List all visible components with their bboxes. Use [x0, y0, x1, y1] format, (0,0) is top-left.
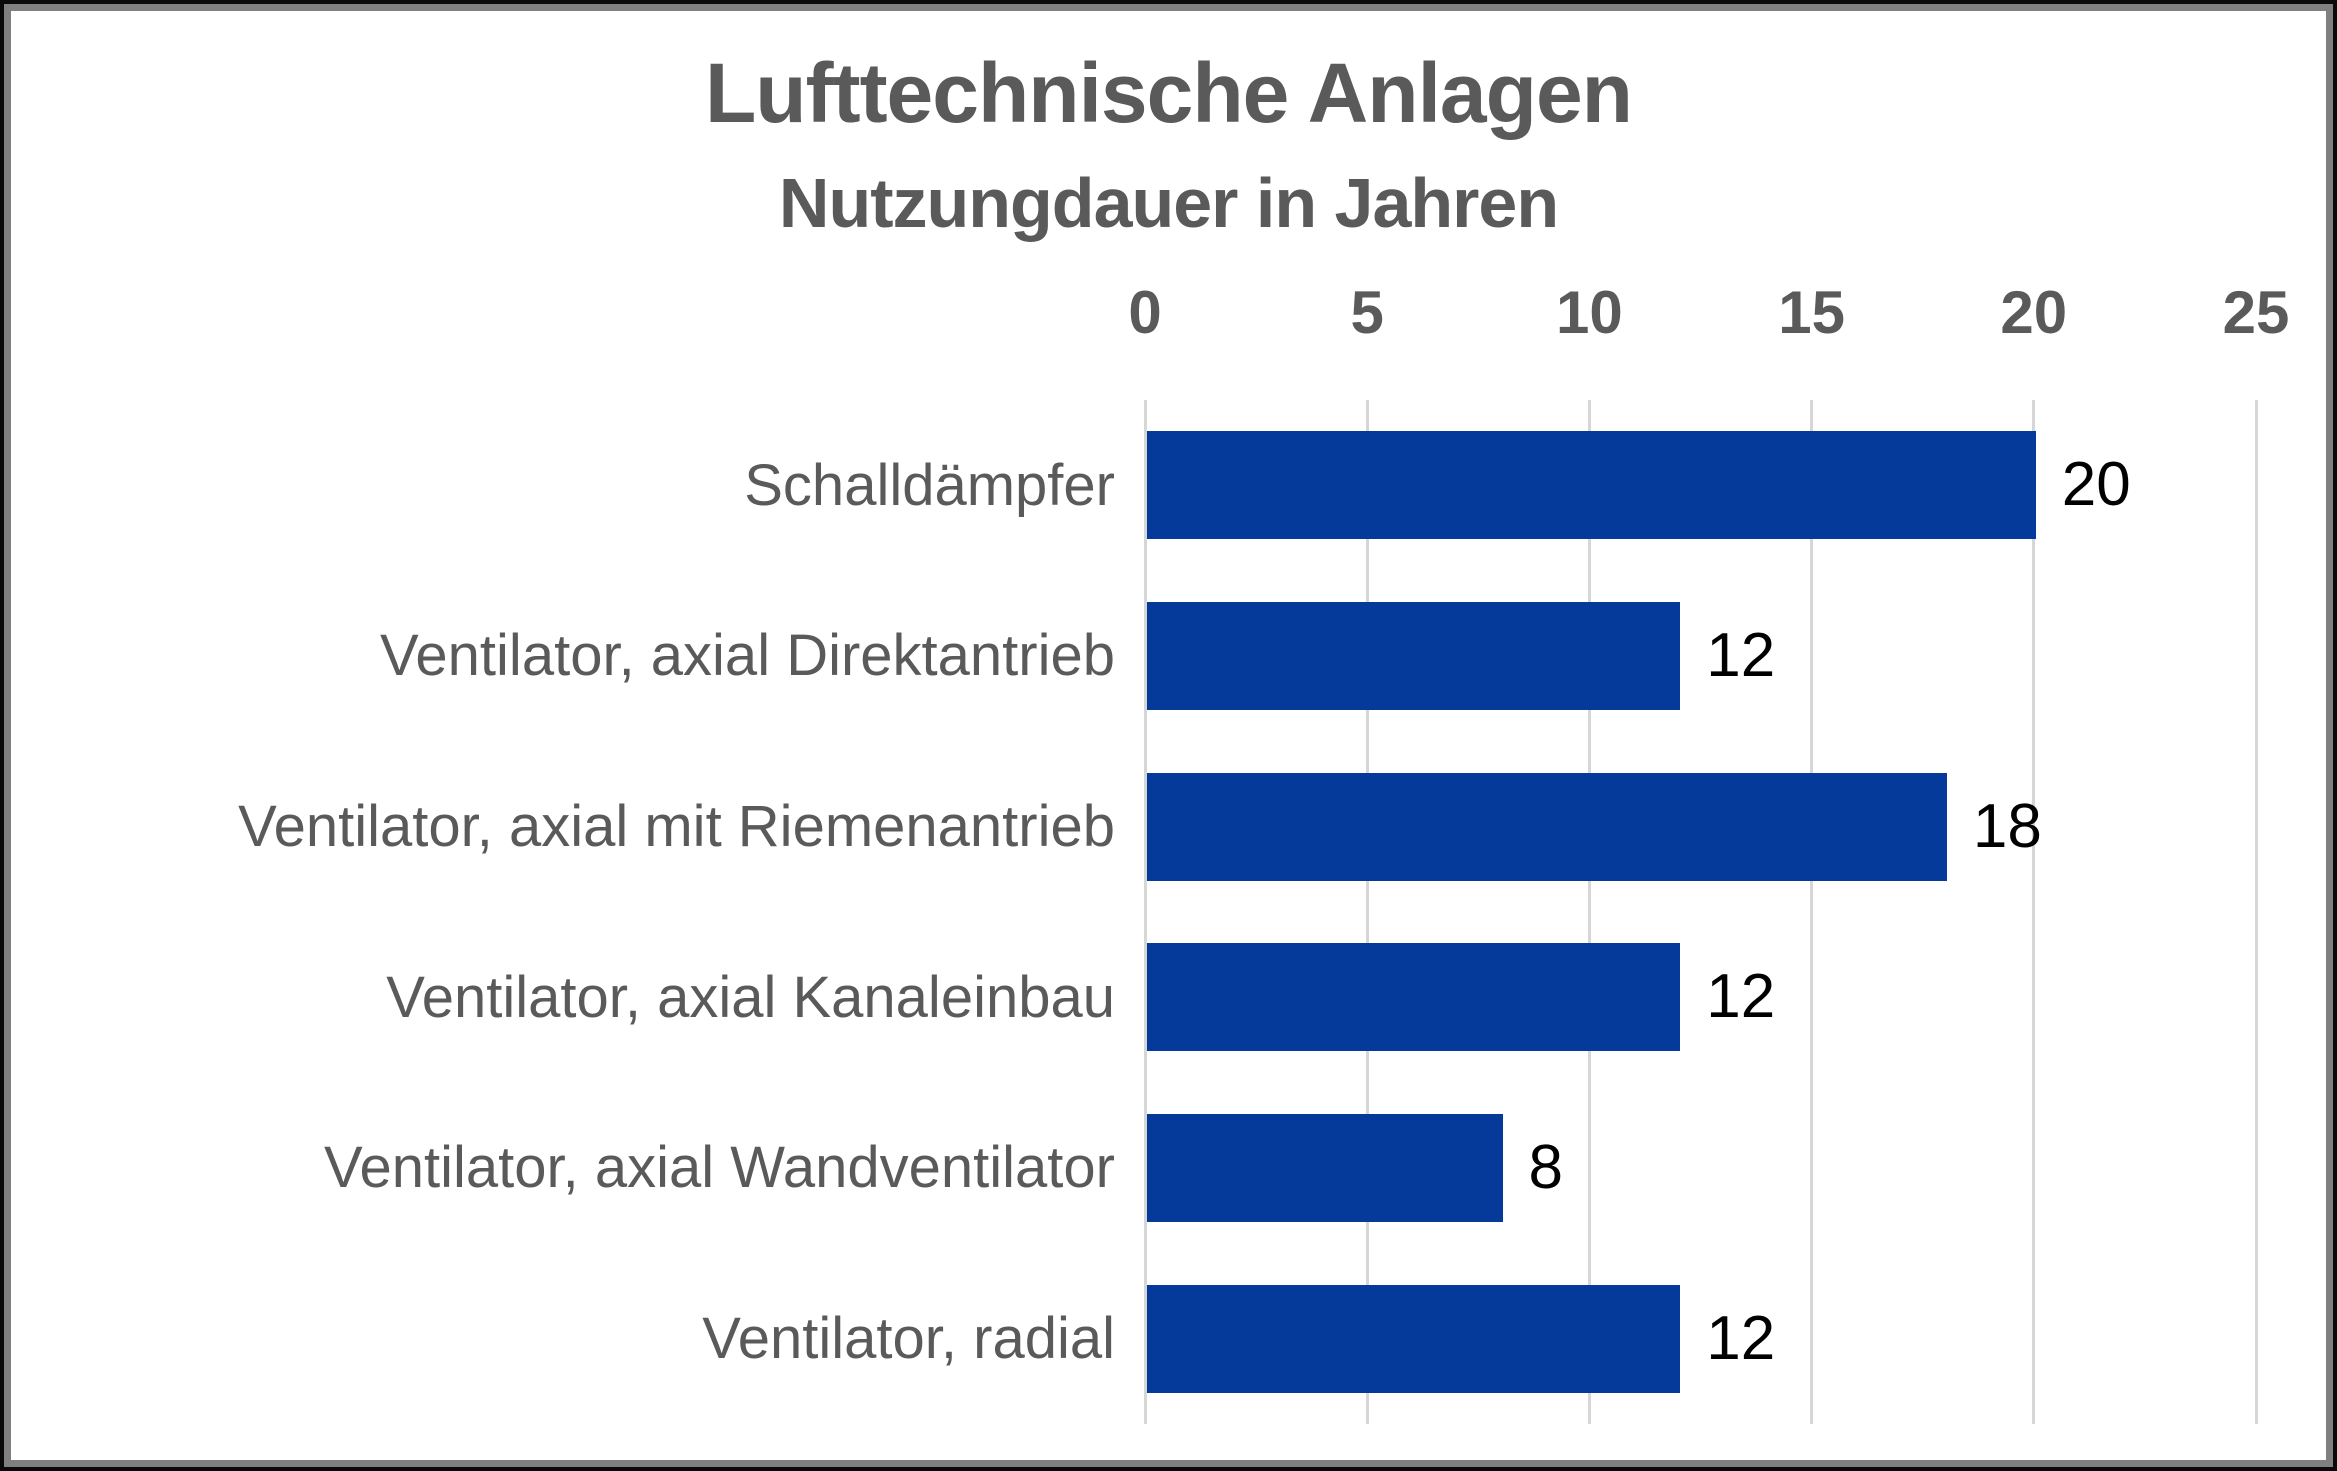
x-tick-label-10: 10 — [1556, 279, 1623, 346]
value-label-3: 12 — [1706, 962, 1776, 1032]
chart-subtitle: Nutzungdauer in Jahren — [778, 164, 1559, 242]
value-label-2: 18 — [1972, 791, 2042, 861]
gridline-x-5 — [1365, 400, 1369, 1424]
plot-area: 20 12 18 12 8 12 — [1143, 400, 2258, 1424]
gridline-x-10 — [1587, 400, 1591, 1424]
category-label-4: Ventilator, axial Wandventilator — [324, 1135, 1115, 1201]
x-tick-label-20: 20 — [2000, 279, 2068, 346]
x-tick-label-0: 0 — [1128, 279, 1162, 346]
x-tick-label-25: 25 — [2222, 279, 2290, 346]
bar-4 — [1147, 1114, 1503, 1222]
bar-2 — [1147, 772, 1947, 881]
category-label-2: Ventilator, axial mit Riemenantrieb — [238, 794, 1115, 860]
bar-1 — [1147, 602, 1681, 710]
gridline-x-25 — [2254, 400, 2258, 1424]
bar-3 — [1147, 943, 1681, 1052]
gridline-x-15 — [1810, 400, 1814, 1424]
x-axis-tick-row: 0 5 10 15 20 25 — [1128, 273, 2289, 353]
category-label-0: Schalldämpfer — [744, 452, 1115, 518]
chart-title: Lufttechnische Anlagen — [705, 46, 1633, 140]
category-label-3: Ventilator, axial Kanaleinbau — [386, 964, 1115, 1030]
x-tick-label-15: 15 — [1778, 279, 1845, 346]
category-axis-labels: Schalldämpfer Ventilator, axial Direktant… — [27, 400, 1115, 1424]
bar-0 — [1147, 431, 2036, 540]
gridline-x-20 — [2032, 400, 2036, 1424]
chart-background: Lufttechnische Anlagen Nutzungdauer in J… — [4, 4, 2333, 1467]
value-label-5: 12 — [1706, 1303, 1776, 1373]
bar-5 — [1147, 1284, 1681, 1393]
value-label-4: 8 — [1528, 1133, 1563, 1202]
value-label-0: 20 — [2061, 450, 2131, 520]
category-label-5: Ventilator, radial — [702, 1306, 1115, 1372]
gridline-x-0 — [1143, 400, 1147, 1424]
value-label-1: 12 — [1706, 621, 1776, 690]
x-tick-label-5: 5 — [1350, 279, 1384, 346]
category-label-1: Ventilator, axial Direktantrieb — [379, 623, 1115, 689]
